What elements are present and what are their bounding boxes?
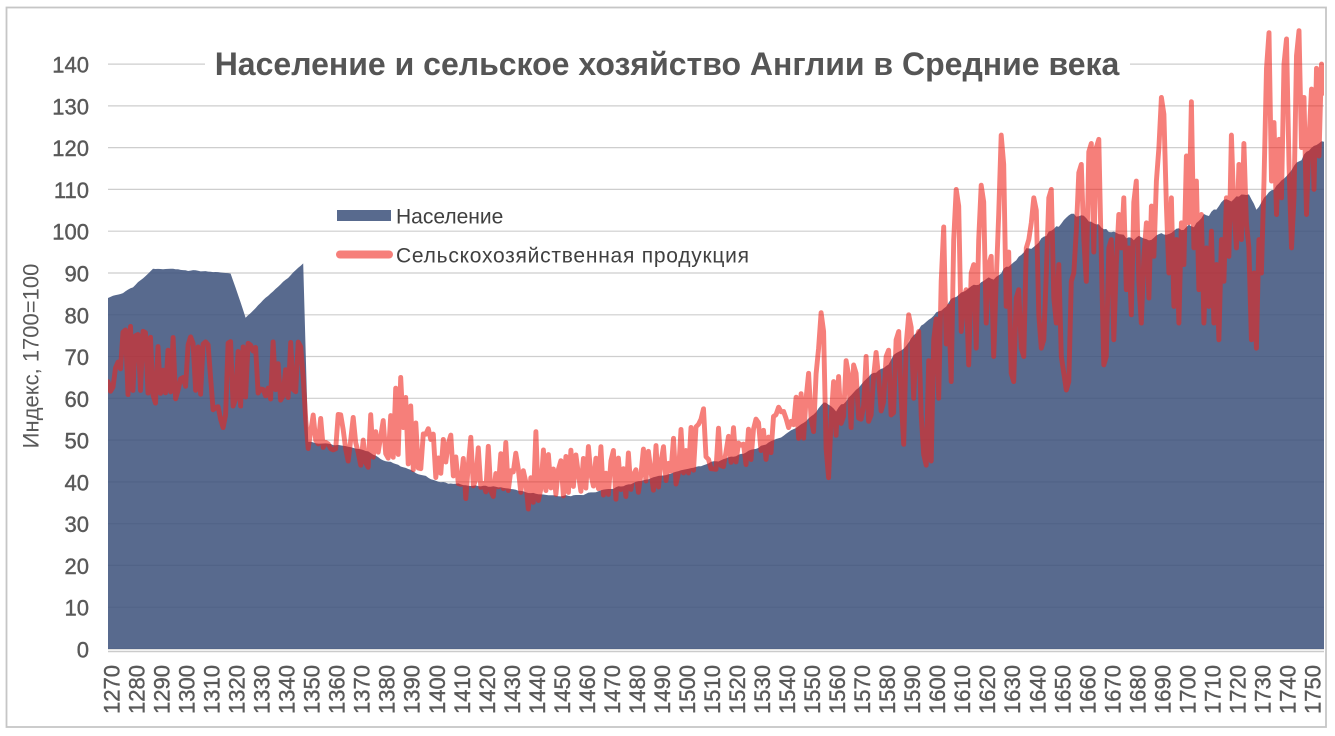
svg-text:1730: 1730 [1250, 665, 1275, 714]
svg-text:1550: 1550 [800, 665, 825, 714]
svg-text:1460: 1460 [575, 665, 600, 714]
svg-text:1540: 1540 [775, 665, 800, 714]
svg-text:1490: 1490 [650, 665, 675, 714]
svg-text:1360: 1360 [325, 665, 350, 714]
svg-text:110: 110 [54, 178, 89, 203]
svg-text:30: 30 [65, 512, 89, 537]
svg-text:1600: 1600 [925, 665, 950, 714]
svg-text:Население и сельское хозяйство: Население и сельское хозяйство Англии в … [215, 46, 1120, 82]
svg-text:1450: 1450 [550, 665, 575, 714]
svg-text:1430: 1430 [500, 665, 525, 714]
svg-text:1560: 1560 [825, 665, 850, 714]
svg-text:100: 100 [52, 220, 89, 245]
svg-text:1720: 1720 [1225, 665, 1250, 714]
svg-text:1680: 1680 [1125, 665, 1150, 714]
svg-text:1700: 1700 [1175, 665, 1200, 714]
svg-text:1370: 1370 [350, 665, 375, 714]
svg-text:120: 120 [52, 136, 89, 161]
svg-text:1580: 1580 [875, 665, 900, 714]
svg-text:1710: 1710 [1200, 665, 1225, 714]
svg-text:1530: 1530 [750, 665, 775, 714]
svg-text:1420: 1420 [475, 665, 500, 714]
svg-text:1320: 1320 [225, 665, 250, 714]
svg-text:20: 20 [65, 554, 89, 579]
svg-text:1290: 1290 [150, 665, 175, 714]
svg-text:1670: 1670 [1100, 665, 1125, 714]
svg-text:1410: 1410 [450, 665, 475, 714]
svg-text:130: 130 [52, 94, 89, 119]
svg-text:1470: 1470 [600, 665, 625, 714]
svg-text:Сельскохозяйственная продукция: Сельскохозяйственная продукция [396, 245, 750, 268]
svg-text:1440: 1440 [525, 665, 550, 714]
svg-text:1380: 1380 [375, 665, 400, 714]
svg-text:1390: 1390 [400, 665, 425, 714]
svg-text:1400: 1400 [425, 665, 450, 714]
svg-text:1520: 1520 [725, 665, 750, 714]
svg-text:1310: 1310 [200, 665, 225, 714]
svg-text:1590: 1590 [900, 665, 925, 714]
svg-text:0: 0 [77, 638, 89, 663]
svg-text:1510: 1510 [700, 665, 725, 714]
svg-text:1570: 1570 [850, 665, 875, 714]
svg-text:90: 90 [65, 262, 89, 287]
svg-text:40: 40 [65, 470, 89, 495]
svg-text:80: 80 [65, 303, 89, 328]
svg-text:1480: 1480 [625, 665, 650, 714]
svg-text:Индекс, 1700=100: Индекс, 1700=100 [19, 264, 44, 449]
svg-text:60: 60 [65, 387, 89, 412]
svg-text:1650: 1650 [1050, 665, 1075, 714]
svg-text:1330: 1330 [250, 665, 275, 714]
svg-text:1740: 1740 [1276, 665, 1301, 714]
svg-text:10: 10 [65, 596, 89, 621]
svg-text:140: 140 [52, 53, 89, 78]
svg-text:1350: 1350 [300, 665, 325, 714]
svg-text:1270: 1270 [100, 665, 125, 714]
svg-text:1750: 1750 [1301, 665, 1326, 714]
svg-text:1500: 1500 [675, 665, 700, 714]
svg-text:Население: Население [396, 206, 503, 229]
svg-text:1690: 1690 [1150, 665, 1175, 714]
svg-text:1640: 1640 [1025, 665, 1050, 714]
svg-text:70: 70 [65, 345, 89, 370]
svg-text:1660: 1660 [1075, 665, 1100, 714]
svg-text:1610: 1610 [950, 665, 975, 714]
svg-text:50: 50 [65, 429, 89, 454]
svg-text:1340: 1340 [275, 665, 300, 714]
svg-text:1620: 1620 [975, 665, 1000, 714]
svg-text:1280: 1280 [125, 665, 150, 714]
svg-text:1300: 1300 [175, 665, 200, 714]
svg-text:1630: 1630 [1000, 665, 1025, 714]
